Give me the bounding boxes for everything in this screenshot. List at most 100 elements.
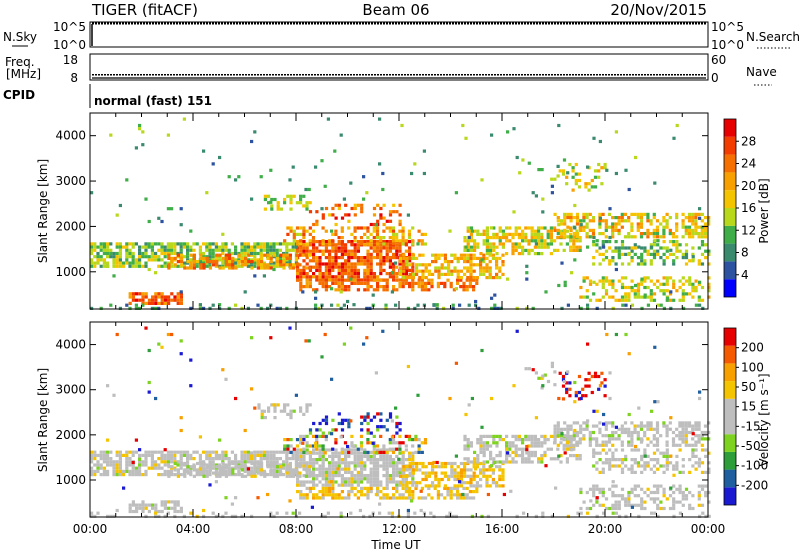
velocity-cell bbox=[366, 415, 370, 419]
velocity-cell bbox=[601, 440, 605, 444]
velocity-cell bbox=[160, 503, 164, 507]
velocity-cell bbox=[328, 431, 332, 435]
power-cell bbox=[669, 248, 673, 252]
velocity-cell bbox=[553, 383, 557, 387]
velocity-cell bbox=[655, 427, 660, 431]
power-cell bbox=[675, 249, 679, 253]
velocity-cell bbox=[388, 441, 392, 445]
velocity-cell bbox=[369, 486, 373, 490]
velocity-cell bbox=[99, 450, 103, 454]
velocity-cell bbox=[463, 474, 467, 478]
power-cell bbox=[408, 276, 412, 280]
velocity-cell bbox=[492, 457, 496, 461]
power-cell bbox=[234, 261, 238, 265]
velocity-cell bbox=[387, 511, 391, 515]
velocity-cell bbox=[431, 484, 435, 488]
power-cell bbox=[563, 222, 567, 226]
power-cell bbox=[411, 268, 415, 272]
power-cell bbox=[572, 248, 576, 252]
velocity-cell bbox=[224, 496, 228, 500]
velocity-cell bbox=[344, 496, 348, 500]
velocity-cell bbox=[704, 484, 708, 488]
power-cell bbox=[312, 249, 316, 253]
velocity-cell bbox=[154, 466, 158, 470]
velocity-cell bbox=[617, 427, 621, 431]
velocity-cell bbox=[704, 470, 708, 474]
velocity-cell bbox=[585, 424, 589, 428]
velocity-cell bbox=[633, 461, 637, 465]
power-cell bbox=[379, 216, 383, 220]
power-cell bbox=[434, 260, 438, 264]
power-cell bbox=[662, 282, 666, 286]
power-cell bbox=[668, 292, 673, 296]
power-cell bbox=[228, 253, 232, 257]
power-cell bbox=[125, 255, 129, 259]
velocity-cell bbox=[398, 441, 402, 445]
power-cell bbox=[208, 248, 212, 252]
power-cell bbox=[668, 232, 672, 236]
velocity-cell bbox=[413, 511, 417, 515]
velocity-cell bbox=[565, 447, 569, 451]
velocity-cell bbox=[363, 477, 367, 481]
velocity-cell bbox=[250, 460, 254, 464]
power-cell bbox=[404, 272, 408, 276]
power-cell bbox=[569, 248, 573, 252]
velocity-cell bbox=[678, 487, 682, 491]
velocity-cell bbox=[649, 427, 653, 431]
power-cell bbox=[408, 249, 412, 253]
velocity-cell bbox=[459, 481, 463, 485]
velocity-cell bbox=[214, 450, 218, 454]
velocity-cell bbox=[179, 473, 183, 477]
power-cell bbox=[466, 226, 470, 230]
power-cell bbox=[356, 272, 360, 276]
power-cell bbox=[96, 251, 100, 256]
power-cell bbox=[250, 266, 254, 270]
velocity-cell bbox=[376, 428, 380, 432]
power-cell bbox=[466, 242, 470, 246]
velocity-cell bbox=[379, 490, 383, 494]
velocity-cell bbox=[662, 451, 666, 455]
velocity-cell bbox=[401, 441, 405, 445]
velocity-cell bbox=[524, 438, 528, 442]
velocity-cell bbox=[298, 471, 302, 475]
velocity-cell bbox=[401, 454, 405, 458]
velocity-cell bbox=[589, 499, 593, 503]
power-cell bbox=[186, 260, 190, 264]
velocity-cell bbox=[340, 450, 344, 454]
power-cell bbox=[540, 226, 544, 230]
velocity-cell bbox=[432, 514, 436, 518]
power-cell bbox=[466, 239, 470, 243]
power-cell bbox=[668, 298, 673, 302]
power-cell bbox=[305, 278, 309, 282]
velocity-cell bbox=[468, 496, 472, 500]
velocity-cell bbox=[649, 440, 653, 444]
power-cell bbox=[276, 207, 280, 211]
power-cell bbox=[473, 245, 477, 249]
power-cell bbox=[668, 240, 673, 244]
power-cell bbox=[301, 253, 305, 257]
velocity-cell bbox=[376, 412, 380, 416]
velocity-cell bbox=[392, 496, 396, 500]
power-cell bbox=[408, 285, 412, 289]
velocity-cell bbox=[681, 437, 685, 441]
velocity-cell bbox=[312, 477, 316, 481]
velocity-cell bbox=[382, 444, 386, 448]
power-cell bbox=[534, 242, 538, 246]
power-cell bbox=[176, 253, 180, 257]
power-cell bbox=[461, 123, 465, 128]
power-cell bbox=[700, 262, 705, 266]
velocity-cell bbox=[643, 461, 647, 465]
power-cell bbox=[562, 158, 567, 162]
velocity-cell bbox=[356, 477, 360, 481]
velocity-cell bbox=[90, 469, 94, 473]
velocity-cell bbox=[524, 460, 528, 464]
velocity-cell bbox=[485, 484, 489, 488]
power-cell bbox=[259, 248, 263, 252]
power-cell bbox=[340, 288, 344, 292]
power-cell bbox=[530, 232, 534, 236]
velocity-cell bbox=[302, 412, 306, 416]
velocity-cell bbox=[128, 503, 132, 507]
velocity-cell bbox=[321, 483, 325, 487]
power-cell bbox=[694, 216, 698, 220]
velocity-cell bbox=[395, 425, 399, 429]
